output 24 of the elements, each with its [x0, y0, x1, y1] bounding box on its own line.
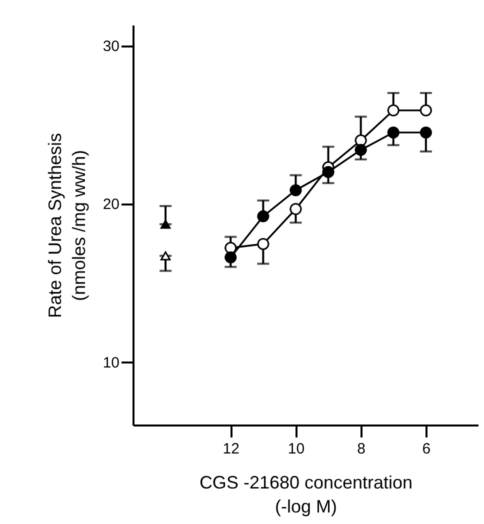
point [387, 126, 400, 138]
x-tick-label: 8 [357, 440, 366, 458]
point [257, 210, 270, 222]
point [160, 251, 171, 260]
y-tick-label: 10 [102, 354, 120, 372]
point [257, 238, 270, 250]
x-tick-label: 12 [222, 440, 240, 458]
y-tick-label: 30 [102, 38, 120, 56]
x-axis-title: CGS -21680 concentration (-log M) [199, 472, 413, 516]
point [290, 184, 302, 196]
point [322, 166, 334, 178]
x-tick-label: 10 [288, 440, 305, 458]
point [387, 104, 400, 116]
point [420, 126, 432, 138]
point [354, 144, 367, 156]
y-axis-title: Rate of Urea Synthesis (nmoles /mg ww/h) [44, 132, 89, 318]
point [420, 104, 432, 116]
y-tick-label: 20 [102, 196, 120, 214]
x-tick-label: 6 [422, 440, 431, 458]
point [160, 220, 171, 229]
point [290, 203, 302, 216]
point [224, 242, 237, 254]
point [354, 134, 367, 146]
point [224, 251, 237, 264]
